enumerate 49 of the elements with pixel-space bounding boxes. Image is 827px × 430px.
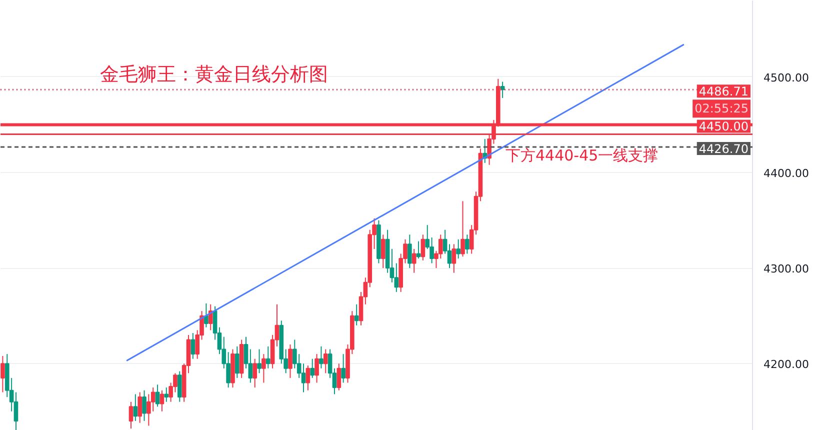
candlestick [301, 363, 306, 393]
candlestick [164, 387, 169, 402]
ref-line-label: 4486.71 [698, 84, 748, 99]
candlestick [456, 238, 460, 259]
candlestick [128, 401, 134, 430]
candlestick [266, 346, 270, 369]
candlestick [204, 302, 208, 328]
candlestick [235, 346, 240, 378]
candlestick [14, 392, 18, 430]
ref-line-label: 4450.00 [698, 120, 748, 134]
y-tick-label: 4500.00 [764, 71, 809, 84]
candlestick [408, 234, 412, 269]
candlestick [190, 332, 196, 360]
annotation: 下方4440-45一线支撑 [506, 146, 658, 164]
candlestick [0, 355, 5, 393]
candlestick [262, 354, 266, 384]
y-tick-label: 4200.00 [764, 358, 809, 372]
candlestick [380, 234, 386, 269]
candlestick [323, 348, 328, 374]
candlestick [155, 384, 160, 408]
candlestick [420, 234, 426, 261]
y-tick-label: 4300.00 [764, 262, 809, 276]
candlestick [150, 387, 156, 412]
candlestick [288, 344, 292, 378]
candlestick [208, 304, 213, 331]
candlestick [465, 234, 470, 254]
text: 金毛狮王：黄金日线分析图 [100, 64, 328, 86]
candlestick [412, 248, 416, 274]
candlestick [416, 240, 421, 259]
candlestick [452, 244, 456, 274]
candlestick [336, 363, 342, 391]
candlestick [354, 304, 359, 326]
candlestick [252, 358, 258, 388]
candlestick [341, 354, 346, 384]
annotation: 02:55:25 [694, 102, 749, 116]
candlestick [138, 392, 142, 424]
candlestick [314, 354, 319, 384]
ref-line-label: 4426.70 [698, 142, 748, 156]
candlestick [306, 365, 310, 391]
candlestick [177, 370, 182, 402]
y-tick-label: 4400.00 [764, 167, 809, 180]
candlestick [257, 348, 262, 374]
candlestick [133, 394, 138, 422]
candlestick [310, 358, 315, 378]
candlestick [460, 200, 465, 258]
candlestick [438, 234, 443, 259]
candlestick [160, 390, 164, 412]
candlestick [319, 346, 324, 369]
candlestick [142, 390, 146, 422]
